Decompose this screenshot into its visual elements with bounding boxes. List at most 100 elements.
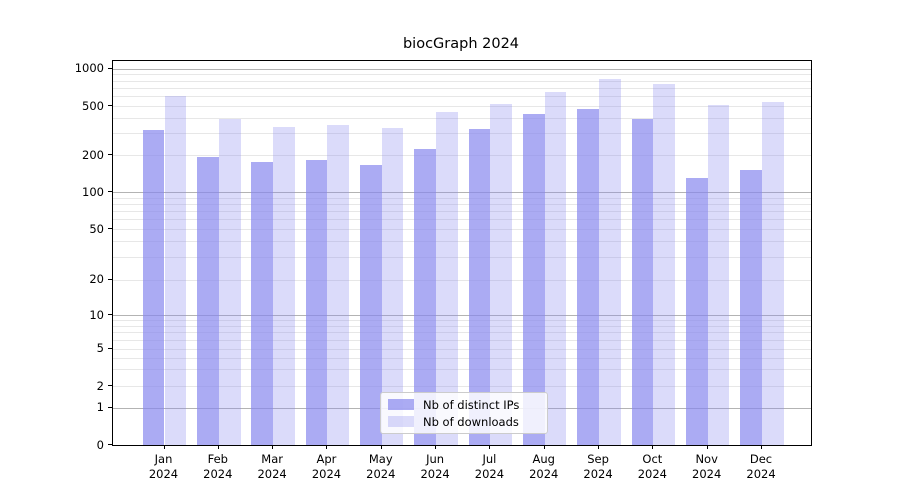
x-axis-tick-label: Mar 2024 [257,452,287,481]
minor-gridline [113,339,811,341]
bar-jun-distinct-ips [414,148,437,445]
major-gridline [113,192,811,193]
x-tick-mark [163,445,165,449]
minor-gridline [113,219,811,221]
minor-gridline [113,325,811,327]
x-axis-tick-label: Dec 2024 [746,452,776,481]
y-axis-tick-label: 0 [96,437,104,452]
x-axis-tick-label: Jul 2024 [474,452,505,481]
legend-label-downloads: Nb of downloads [423,414,519,429]
minor-gridline [113,279,811,281]
minor-gridline [113,320,811,322]
minor-gridline [113,96,811,98]
x-axis-tick-label: Jan 2024 [148,452,179,481]
legend-entry-distinct-ips: Nb of distinct IPs [388,398,540,412]
legend-entry-downloads: Nb of downloads [388,415,540,429]
x-axis-tick-label: Apr 2024 [311,452,342,481]
minor-gridline [113,369,811,371]
x-tick-mark [489,445,491,449]
bar-feb-distinct-ips [197,157,219,445]
bar-jan-distinct-ips [142,129,165,445]
x-tick-mark [598,445,600,449]
x-axis-tick-label: Jun 2024 [420,452,450,481]
y-tick-mark [108,314,112,315]
y-tick-mark [108,191,112,192]
minor-gridline [113,133,811,135]
legend-label-distinct-ips: Nb of distinct IPs [423,397,520,412]
minor-gridline [113,229,811,230]
y-axis-tick-label: 500 [82,98,104,113]
minor-gridline [113,155,811,156]
y-axis-tick-label: 200 [82,147,104,162]
bar-nov-downloads [707,105,730,445]
bar-mar-distinct-ips [251,162,274,445]
y-tick-mark [108,154,112,155]
x-tick-mark [217,445,219,449]
y-tick-mark [108,228,112,229]
minor-gridline [113,211,811,213]
plot-area [112,60,812,446]
bar-mar-downloads [273,126,295,445]
minor-gridline [113,80,811,82]
bar-nov-distinct-ips [686,178,708,445]
legend: Nb of distinct IPs Nb of downloads [380,392,548,434]
minor-gridline [113,74,811,76]
bar-aug-downloads [544,91,567,445]
y-axis-tick-label: 2 [96,378,104,393]
x-axis-tick-label: Sep 2024 [583,452,613,481]
bar-oct-downloads [653,83,676,445]
x-axis-tick-label: Nov 2024 [692,452,722,481]
y-axis-tick-label: 1000 [74,61,104,76]
x-tick-mark [652,445,654,449]
legend-swatch-downloads [388,416,414,427]
minor-gridline [113,386,811,387]
y-tick-mark [108,105,112,106]
x-axis-tick-label: May 2024 [366,452,396,481]
y-axis-tick-label: 20 [89,272,104,286]
x-axis-tick-label: Oct 2024 [637,452,668,481]
bar-sep-distinct-ips [577,109,600,445]
bar-jul-distinct-ips [468,128,491,445]
minor-gridline [113,241,811,243]
bar-oct-distinct-ips [631,119,654,445]
bar-jan-downloads [164,96,187,445]
bar-dec-downloads [762,102,784,445]
y-axis-tick-label: 50 [89,221,104,236]
bar-apr-distinct-ips [305,159,328,445]
bar-dec-distinct-ips [740,170,762,445]
legend-swatch-distinct-ips [388,399,414,410]
y-axis-tick-label: 10 [89,307,104,322]
bar-aug-distinct-ips [523,114,545,445]
bar-jun-downloads [436,112,458,445]
bar-sep-downloads [599,79,621,445]
x-tick-mark [706,445,708,449]
x-tick-mark [543,445,545,449]
minor-gridline [113,87,811,89]
major-gridline [113,315,811,316]
y-axis-tick-label: 100 [82,184,104,199]
y-tick-mark [108,444,112,445]
chart-title: biocGraph 2024 [402,36,520,52]
x-axis-tick-label: Feb 2024 [203,452,233,481]
bar-apr-downloads [327,125,350,445]
y-tick-mark [108,385,112,386]
minor-gridline [113,117,811,119]
bar-feb-downloads [218,118,241,445]
x-tick-mark [380,445,382,449]
y-tick-mark [108,406,112,408]
x-tick-mark [435,445,437,449]
minor-gridline [113,203,811,205]
minor-gridline [113,332,811,334]
y-axis-tick-label: 5 [96,341,104,355]
y-tick-mark [108,67,112,69]
major-gridline [113,68,811,70]
bar-may-distinct-ips [360,165,382,445]
y-tick-mark [108,278,112,280]
minor-gridline [113,197,811,199]
y-tick-mark [108,347,112,349]
x-tick-mark [761,445,763,449]
minor-gridline [113,348,811,350]
x-tick-mark [326,445,328,449]
bar-jul-downloads [490,103,513,445]
